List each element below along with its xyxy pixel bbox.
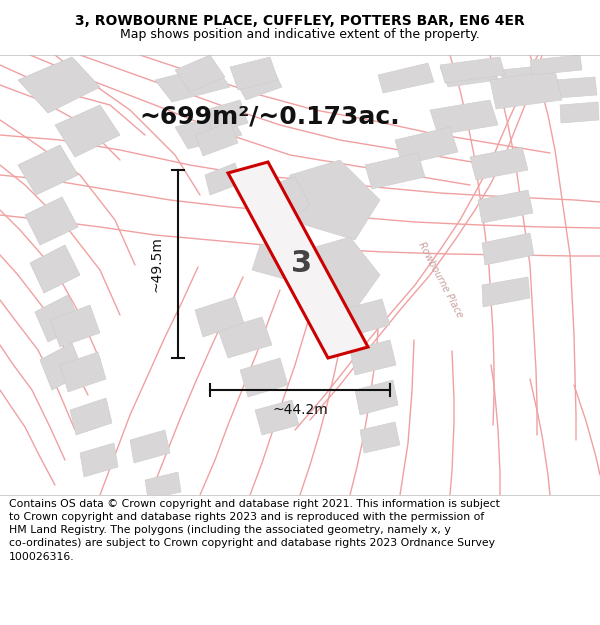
Polygon shape [340, 299, 390, 337]
Polygon shape [365, 153, 425, 189]
Text: ~49.5m: ~49.5m [149, 236, 163, 292]
Polygon shape [145, 472, 181, 499]
Polygon shape [360, 422, 400, 453]
Text: ~44.2m: ~44.2m [272, 403, 328, 417]
Polygon shape [378, 63, 434, 93]
Polygon shape [50, 305, 100, 347]
Polygon shape [235, 67, 282, 100]
Polygon shape [205, 100, 248, 133]
Polygon shape [355, 380, 398, 415]
Polygon shape [35, 295, 82, 342]
Text: ~699m²/~0.173ac.: ~699m²/~0.173ac. [140, 105, 400, 129]
Polygon shape [25, 197, 78, 245]
Polygon shape [250, 177, 310, 225]
Polygon shape [350, 340, 396, 375]
Polygon shape [230, 57, 278, 90]
Polygon shape [440, 60, 498, 87]
Polygon shape [240, 358, 288, 397]
Polygon shape [530, 55, 582, 75]
Polygon shape [490, 70, 562, 109]
Polygon shape [482, 277, 530, 307]
Polygon shape [70, 398, 112, 435]
Polygon shape [470, 147, 528, 180]
Polygon shape [305, 237, 380, 310]
Polygon shape [430, 100, 498, 135]
Polygon shape [228, 162, 368, 358]
Polygon shape [175, 55, 225, 92]
Polygon shape [18, 145, 78, 195]
Polygon shape [255, 400, 299, 435]
Polygon shape [40, 343, 84, 390]
Polygon shape [560, 102, 599, 123]
Polygon shape [395, 127, 458, 165]
Polygon shape [195, 297, 244, 337]
Polygon shape [130, 430, 170, 463]
Polygon shape [205, 163, 242, 195]
Polygon shape [500, 65, 554, 90]
Polygon shape [482, 233, 534, 265]
Text: Map shows position and indicative extent of the property.: Map shows position and indicative extent… [120, 28, 480, 41]
Text: Contains OS data © Crown copyright and database right 2021. This information is : Contains OS data © Crown copyright and d… [9, 499, 500, 562]
Text: 3: 3 [292, 249, 313, 278]
Polygon shape [555, 77, 597, 98]
Polygon shape [440, 57, 505, 83]
Polygon shape [18, 57, 100, 113]
Polygon shape [80, 443, 118, 477]
Polygon shape [252, 233, 312, 280]
Polygon shape [218, 317, 272, 358]
Polygon shape [280, 160, 380, 240]
Polygon shape [55, 105, 120, 157]
Text: Rowbourne Place: Rowbourne Place [416, 241, 464, 319]
Text: 3, ROWBOURNE PLACE, CUFFLEY, POTTERS BAR, EN6 4ER: 3, ROWBOURNE PLACE, CUFFLEY, POTTERS BAR… [75, 14, 525, 28]
Polygon shape [155, 65, 230, 102]
Polygon shape [60, 352, 106, 392]
Polygon shape [30, 245, 80, 293]
Polygon shape [478, 190, 533, 223]
Polygon shape [195, 122, 238, 156]
Polygon shape [175, 113, 242, 149]
